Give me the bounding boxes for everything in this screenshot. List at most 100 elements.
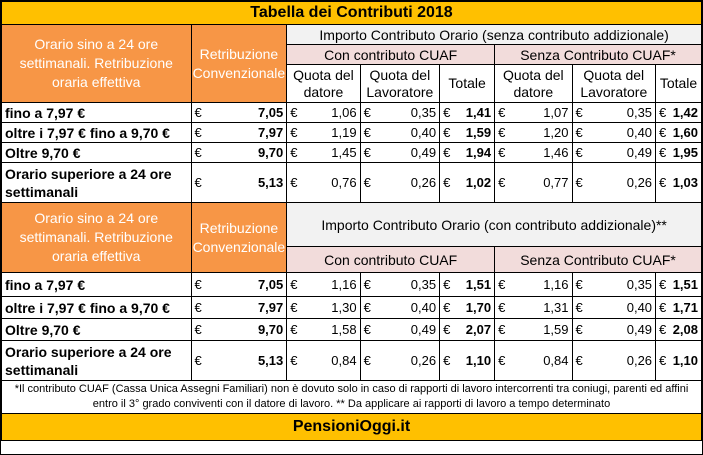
con-cuaf-quota-datore: €1,30 bbox=[286, 296, 361, 319]
section1-header-row: Orario sino a 24 ore settimanali. Retrib… bbox=[1, 24, 702, 103]
section1-senza-cuaf-header: Senza Contributo CUAF* bbox=[494, 44, 702, 65]
section1-retribuzione-header: Retribuzione Convenzionale bbox=[190, 24, 288, 103]
currency-symbol: € bbox=[443, 175, 451, 190]
amount: 0,26 bbox=[410, 175, 437, 190]
con-cuaf-totale: €1,59 bbox=[439, 122, 496, 143]
brand-row: PensioniOggi.it bbox=[1, 413, 702, 441]
col-totale: Totale bbox=[439, 64, 496, 103]
row-label: fino a 7,97 € bbox=[1, 102, 192, 123]
currency-symbol: € bbox=[498, 105, 506, 120]
col-quota-datore: Quota del datore bbox=[286, 64, 361, 103]
col-totale: Totale bbox=[655, 64, 702, 103]
currency-symbol: € bbox=[443, 353, 451, 368]
row-label: Orario superiore a 24 ore settimanali bbox=[1, 162, 192, 203]
currency-symbol: € bbox=[290, 175, 298, 190]
amount: 1,94 bbox=[465, 145, 492, 160]
table-row: Oltre 9,70 € €9,70 €1,58 €0,49 €2,07 €1,59 €0,… bbox=[1, 318, 702, 341]
amount: 0,35 bbox=[410, 105, 437, 120]
table-row: Oltre 9,70 € €9,70 €1,45 €0,49 €1,94 €1,46 €0,… bbox=[1, 142, 702, 163]
amount: 0,84 bbox=[543, 353, 569, 368]
senza-cuaf-quota-datore: €1,20 bbox=[494, 122, 573, 143]
row-label: Oltre 9,70 € bbox=[1, 142, 192, 163]
currency-symbol: € bbox=[443, 125, 451, 140]
senza-cuaf-totale: €1,71 bbox=[655, 296, 702, 319]
amount: 1,16 bbox=[543, 277, 569, 292]
section2-senza-cuaf-header: Senza Contributo CUAF* bbox=[494, 246, 702, 273]
currency-symbol: € bbox=[363, 105, 371, 120]
amount: 1,95 bbox=[672, 145, 698, 160]
retribuzione-value: €7,97 bbox=[190, 122, 288, 143]
senza-cuaf-totale: €1,51 bbox=[655, 272, 702, 297]
amount: 0,76 bbox=[331, 175, 357, 190]
currency-symbol: € bbox=[659, 175, 667, 190]
currency-symbol: € bbox=[194, 322, 202, 337]
amount: 1,70 bbox=[465, 300, 492, 315]
currency-symbol: € bbox=[194, 353, 202, 368]
retribuzione-value: €9,70 bbox=[190, 318, 288, 341]
currency-symbol: € bbox=[575, 125, 583, 140]
con-cuaf-totale: €1,51 bbox=[439, 272, 496, 297]
currency-symbol: € bbox=[498, 145, 506, 160]
currency-symbol: € bbox=[194, 277, 202, 292]
currency-symbol: € bbox=[290, 300, 298, 315]
con-cuaf-quota-lavoratore: €0,26 bbox=[359, 340, 441, 381]
amount: 0,84 bbox=[331, 353, 357, 368]
amount: 5,13 bbox=[257, 175, 284, 190]
amount: 0,49 bbox=[626, 322, 653, 337]
col-quota-lavoratore: Quota del Lavoratore bbox=[359, 64, 441, 103]
currency-symbol: € bbox=[498, 125, 506, 140]
amount: 0,40 bbox=[626, 300, 653, 315]
con-cuaf-totale: €1,70 bbox=[439, 296, 496, 319]
retribuzione-value: €7,05 bbox=[190, 272, 288, 297]
con-cuaf-quota-datore: €0,84 bbox=[286, 340, 361, 381]
amount: 1,19 bbox=[331, 125, 357, 140]
contributions-table: Tabella dei Contributi 2018 Orario sino … bbox=[1, 1, 702, 441]
currency-symbol: € bbox=[659, 145, 667, 160]
amount: 9,70 bbox=[257, 145, 284, 160]
currency-symbol: € bbox=[443, 277, 451, 292]
amount: 1,42 bbox=[672, 105, 698, 120]
currency-symbol: € bbox=[575, 300, 583, 315]
con-cuaf-quota-datore: €1,19 bbox=[286, 122, 361, 143]
retribuzione-value: €7,05 bbox=[190, 102, 288, 123]
amount: 0,49 bbox=[626, 145, 653, 160]
amount: 1,59 bbox=[543, 322, 569, 337]
amount: 1,59 bbox=[465, 125, 492, 140]
senza-cuaf-totale: €1,60 bbox=[655, 122, 702, 143]
section2-label-header: Orario sino a 24 ore settimanali. Retrib… bbox=[1, 202, 192, 273]
con-cuaf-quota-datore: €0,76 bbox=[286, 162, 361, 203]
senza-cuaf-quota-lavoratore: €0,26 bbox=[571, 340, 657, 381]
amount: 1,10 bbox=[672, 353, 698, 368]
amount: 0,26 bbox=[626, 353, 653, 368]
retribuzione-value: €5,13 bbox=[190, 340, 288, 381]
currency-symbol: € bbox=[498, 277, 506, 292]
section1-subheader-row: Con contributo CUAF Senza Contributo CUA… bbox=[2, 44, 702, 65]
senza-cuaf-totale: €1,10 bbox=[655, 340, 702, 381]
section1-con-cuaf-header: Con contributo CUAF bbox=[286, 44, 496, 65]
amount: 7,05 bbox=[257, 105, 284, 120]
row-label: oltre i 7,97 € fino a 9,70 € bbox=[1, 122, 192, 143]
title-row: Tabella dei Contributi 2018 bbox=[1, 1, 702, 25]
amount: 7,97 bbox=[257, 300, 284, 315]
section2-subheader-row: Con contributo CUAF Senza Contributo CUA… bbox=[2, 246, 702, 273]
section1-importo-header: Importo Contributo Orario (senza contrib… bbox=[286, 24, 702, 45]
amount: 0,26 bbox=[626, 175, 653, 190]
senza-cuaf-quota-datore: €1,07 bbox=[494, 102, 573, 123]
currency-symbol: € bbox=[575, 353, 583, 368]
currency-symbol: € bbox=[363, 277, 371, 292]
currency-symbol: € bbox=[575, 105, 583, 120]
amount: 1,71 bbox=[672, 300, 698, 315]
currency-symbol: € bbox=[194, 300, 202, 315]
currency-symbol: € bbox=[498, 322, 506, 337]
footnote: *Il contributo CUAF (Cassa Unica Assegni… bbox=[1, 380, 702, 414]
currency-symbol: € bbox=[363, 300, 371, 315]
currency-symbol: € bbox=[194, 145, 202, 160]
table-row: fino a 7,97 € €7,05 €1,06 €0,35 €1,41 €1,07 €0… bbox=[1, 102, 702, 123]
currency-symbol: € bbox=[498, 300, 506, 315]
amount: 5,13 bbox=[257, 353, 284, 368]
con-cuaf-quota-datore: €1,16 bbox=[286, 272, 361, 297]
amount: 7,97 bbox=[257, 125, 284, 140]
currency-symbol: € bbox=[659, 125, 667, 140]
con-cuaf-quota-lavoratore: €0,26 bbox=[359, 162, 441, 203]
senza-cuaf-quota-datore: €1,16 bbox=[494, 272, 573, 297]
